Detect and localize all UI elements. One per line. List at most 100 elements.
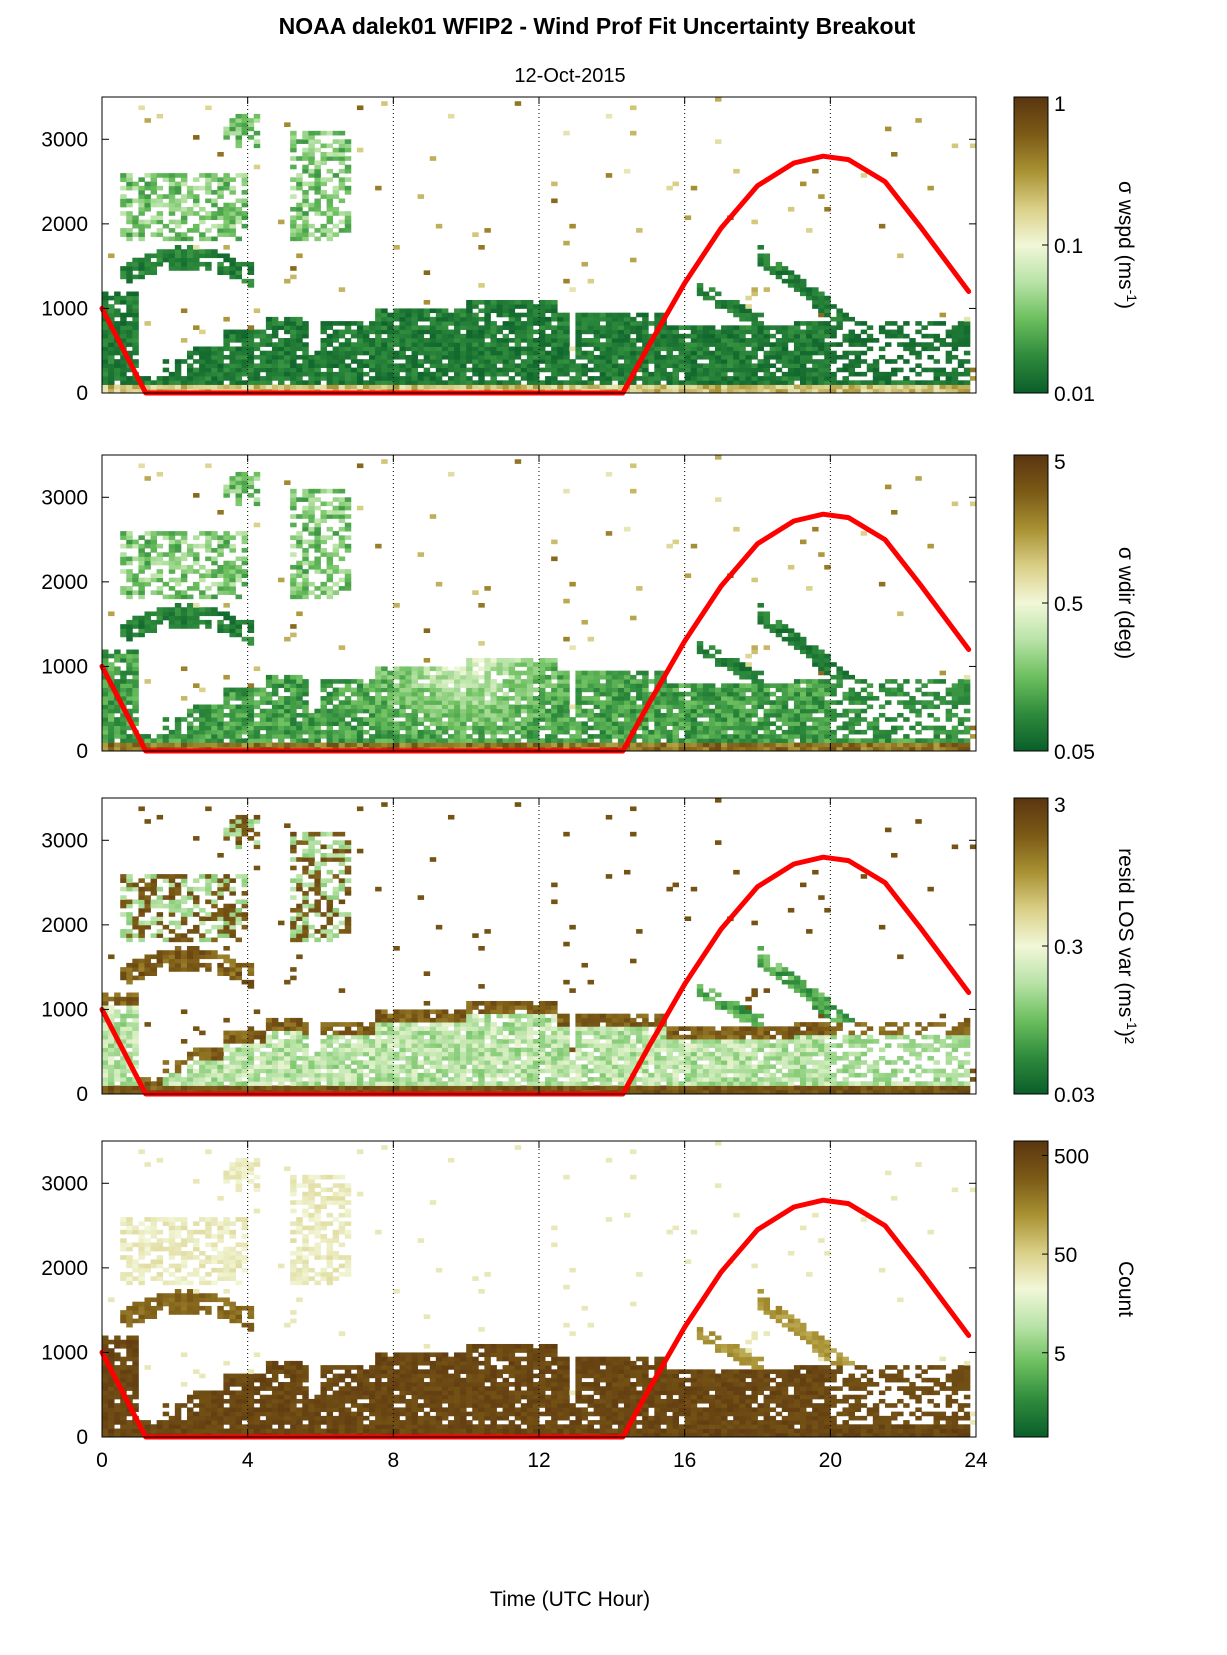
heatmap-cell	[108, 717, 114, 722]
heatmap-cell	[903, 334, 909, 339]
heatmap-cell	[399, 368, 405, 373]
heatmap-cell	[223, 330, 229, 335]
heatmap-cell	[302, 190, 308, 195]
heatmap-cell	[478, 372, 484, 377]
heatmap-cell	[399, 330, 405, 335]
heatmap-cell	[405, 675, 411, 680]
heatmap-cell	[223, 207, 229, 212]
heatmap-cell	[314, 523, 320, 528]
heatmap-cell	[333, 190, 339, 195]
heatmap-cell	[739, 338, 745, 343]
figure-title: NOAA dalek01 WFIP2 - Wind Prof Fit Uncer…	[279, 13, 916, 39]
heatmap-cell	[363, 688, 369, 693]
heatmap-cell	[575, 321, 581, 326]
heatmap-cell	[333, 380, 339, 385]
heatmap-cell	[527, 700, 533, 705]
heatmap-cell	[266, 363, 272, 368]
heatmap-cell	[612, 688, 618, 693]
heatmap-cell	[764, 262, 770, 267]
heatmap-cell	[861, 338, 867, 343]
heatmap-cell	[345, 523, 351, 528]
heatmap-cell	[758, 245, 764, 250]
heatmap-cell	[296, 228, 302, 233]
heatmap-cell	[217, 368, 223, 373]
heatmap-cell	[132, 696, 138, 701]
heatmap-cell	[339, 152, 345, 157]
heatmap-cell	[126, 586, 132, 591]
heatmap-cell	[509, 346, 515, 351]
heatmap-cell	[703, 734, 709, 739]
heatmap-cell	[138, 177, 144, 182]
heatmap-cell	[144, 198, 150, 203]
heatmap-cell	[940, 342, 946, 347]
heatmap-cell	[964, 330, 970, 335]
colorbar-tick-label: 1	[1054, 93, 1066, 116]
heatmap-cell	[745, 296, 751, 301]
heatmap-cell	[169, 616, 175, 621]
heatmap-cell	[175, 262, 181, 267]
heatmap-cell	[575, 734, 581, 739]
heatmap-cell	[527, 730, 533, 735]
heatmap-cell	[691, 717, 697, 722]
heatmap-cell	[424, 734, 430, 739]
heatmap-cell	[132, 743, 138, 748]
heatmap-cell	[612, 368, 618, 373]
heatmap-cell	[642, 330, 648, 335]
heatmap-cell	[102, 346, 108, 351]
heatmap-cell	[290, 624, 296, 629]
heatmap-cell	[120, 186, 126, 191]
heatmap-cell	[563, 355, 569, 360]
heatmap-cell	[126, 650, 132, 655]
heatmap-cell	[515, 658, 521, 663]
heatmap-cell	[430, 692, 436, 697]
heatmap-cell	[472, 738, 478, 743]
heatmap-cell	[648, 376, 654, 381]
heatmap-cell	[509, 658, 515, 663]
heatmap-cell	[181, 552, 187, 557]
heatmap-cell	[229, 372, 235, 377]
heatmap-cell	[497, 368, 503, 373]
heatmap-cell	[490, 321, 496, 326]
heatmap-cell	[387, 721, 393, 726]
heatmap-cell	[557, 730, 563, 735]
heatmap-cell	[545, 317, 551, 322]
heatmap-cell	[102, 300, 108, 305]
heatmap-cell	[163, 738, 169, 743]
heatmap-cell	[648, 743, 654, 748]
heatmap-cell	[296, 544, 302, 549]
heatmap-cell	[660, 368, 666, 373]
heatmap-cell	[381, 688, 387, 693]
heatmap-cell	[466, 308, 472, 313]
heatmap-cell	[308, 186, 314, 191]
heatmap-cell	[703, 380, 709, 385]
heatmap-cell	[575, 679, 581, 684]
heatmap-cell	[211, 730, 217, 735]
heatmap-cell	[830, 317, 836, 322]
heatmap-cell	[660, 743, 666, 748]
heatmap-cell	[157, 262, 163, 267]
heatmap-cell	[345, 220, 351, 225]
heatmap-cell	[660, 355, 666, 360]
heatmap-cell	[399, 308, 405, 313]
heatmap-cell	[569, 385, 575, 390]
heatmap-cell	[278, 743, 284, 748]
heatmap-cell	[691, 186, 697, 191]
heatmap-cell	[387, 376, 393, 381]
heatmap-cell	[211, 531, 217, 536]
heatmap-cell	[302, 709, 308, 714]
heatmap-cell	[758, 385, 764, 390]
heatmap-cell	[236, 688, 242, 693]
heatmap-cell	[824, 346, 830, 351]
heatmap-cell	[381, 717, 387, 722]
heatmap-cell	[138, 203, 144, 208]
heatmap-cell	[600, 330, 606, 335]
heatmap-cell	[764, 287, 770, 292]
heatmap-cell	[460, 692, 466, 697]
heatmap-cell	[654, 355, 660, 360]
heatmap-cell	[569, 368, 575, 373]
heatmap-cell	[436, 317, 442, 322]
heatmap-cell	[296, 156, 302, 161]
heatmap-cell	[363, 721, 369, 726]
panel-1: 01000200030000.010.11σ wspd (ms-1)	[41, 93, 1140, 406]
heatmap-cell	[527, 355, 533, 360]
